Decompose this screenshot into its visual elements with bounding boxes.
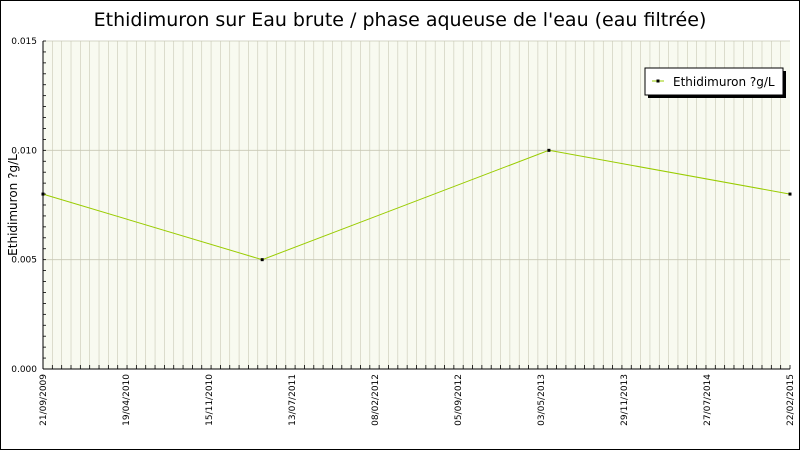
series-layer	[41, 148, 792, 262]
legend-box	[644, 67, 784, 96]
y-tick-label: 0.010	[11, 146, 37, 156]
legend-marker-swatch	[656, 79, 660, 83]
x-tick-label: 15/11/2010	[205, 374, 215, 426]
y-tick-label: 0.000	[11, 365, 37, 375]
x-tick-label: 22/02/2015	[786, 374, 796, 426]
y-tick-label: 0.005	[11, 256, 37, 266]
legend-label: Ethidimuron ?g/L	[673, 75, 775, 89]
x-tick-label: 27/07/2014	[703, 374, 713, 426]
data-point	[788, 192, 792, 196]
series-line	[42, 149, 791, 261]
x-tick-label: 05/09/2012	[454, 374, 464, 426]
x-tick-label: 13/07/2011	[288, 374, 298, 426]
horizontal-gridlines	[43, 40, 790, 261]
x-tick-label: 08/02/2012	[371, 374, 381, 426]
chart-title: Ethidimuron sur Eau brute / phase aqueus…	[94, 9, 707, 31]
x-tick-label: 19/04/2010	[122, 374, 132, 426]
data-point	[260, 258, 264, 262]
x-axis-ticks: 21/09/2009 19/04/2010 15/11/2010 13/07/2011…	[39, 365, 796, 426]
x-tick-label: 29/11/2013	[620, 374, 630, 426]
legend: Ethidimuron ?g/L	[644, 67, 786, 98]
data-point	[547, 148, 551, 152]
data-point	[41, 192, 45, 196]
x-tick-label: 03/05/2013	[537, 374, 547, 426]
x-tick-label: 21/09/2009	[39, 374, 49, 426]
y-tick-label: 0.015	[11, 37, 37, 47]
y-axis-label: Ethidimuron ?g/L	[6, 154, 20, 256]
y-axis-ticks: 0.000 0.005 0.010 0.015	[11, 37, 46, 375]
